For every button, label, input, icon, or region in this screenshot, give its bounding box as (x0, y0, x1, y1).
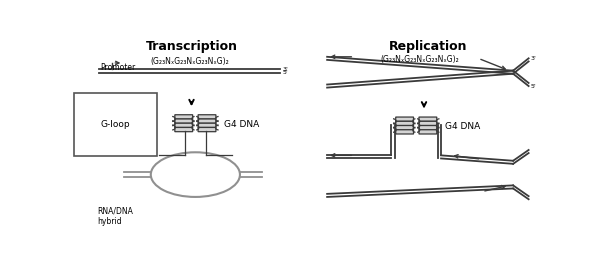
Text: (G₂₃NₓG₂₃NₓG₂₃NₓG)₂: (G₂₃NₓG₂₃NₓG₂₃NₓG)₂ (150, 57, 229, 66)
FancyBboxPatch shape (419, 121, 437, 125)
FancyBboxPatch shape (198, 115, 216, 119)
FancyBboxPatch shape (396, 125, 414, 130)
FancyBboxPatch shape (198, 119, 216, 123)
Text: 5': 5' (282, 70, 288, 76)
FancyBboxPatch shape (175, 128, 193, 132)
Text: (G₂₃NₓG₂₃NₓG₂₃NₓG)₂: (G₂₃NₓG₂₃NₓG₂₃NₓG)₂ (380, 55, 459, 64)
Text: 3': 3' (530, 56, 536, 61)
Text: 3': 3' (282, 67, 288, 72)
FancyBboxPatch shape (175, 115, 193, 119)
FancyBboxPatch shape (396, 130, 414, 134)
FancyBboxPatch shape (175, 119, 193, 123)
FancyBboxPatch shape (419, 130, 437, 134)
Text: Transcription: Transcription (146, 40, 238, 53)
FancyBboxPatch shape (198, 123, 216, 128)
Text: Promoter: Promoter (100, 63, 135, 72)
Text: RNA/DNA
hybrid: RNA/DNA hybrid (97, 206, 133, 226)
FancyBboxPatch shape (419, 125, 437, 130)
FancyBboxPatch shape (396, 117, 414, 121)
FancyBboxPatch shape (396, 121, 414, 125)
Text: G4 DNA: G4 DNA (224, 120, 259, 129)
Text: 5': 5' (530, 84, 536, 88)
Text: Replication: Replication (389, 40, 467, 53)
FancyBboxPatch shape (175, 123, 193, 128)
FancyBboxPatch shape (419, 117, 437, 121)
Text: G-loop: G-loop (101, 120, 131, 129)
FancyBboxPatch shape (198, 128, 216, 132)
Text: G4 DNA: G4 DNA (445, 122, 480, 131)
